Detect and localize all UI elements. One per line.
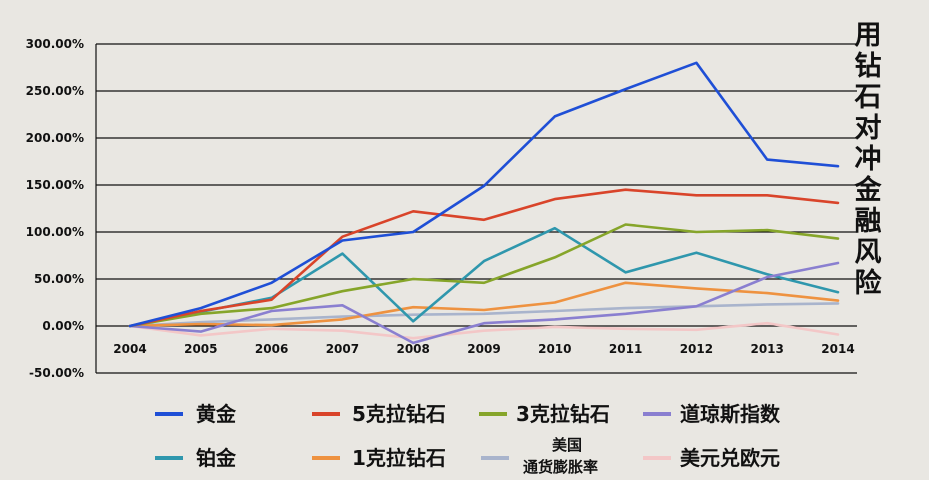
x-tick-label: 2005 <box>184 342 217 356</box>
title-char: 险 <box>855 267 883 299</box>
y-tick-label: 250.00% <box>26 84 84 98</box>
title-char: 钻 <box>855 51 882 82</box>
legend-label-us-inflation-line2: 通货膨胀率 <box>523 458 598 476</box>
x-axis-ticks: 2004 2005 2006 2007 2008 2009 2010 2011 2012 2013… <box>113 342 854 356</box>
x-tick-label: 2012 <box>680 342 713 356</box>
series-lines <box>128 61 840 345</box>
series-line <box>128 281 840 328</box>
x-tick-label: 2013 <box>750 342 783 356</box>
series-line <box>128 61 840 328</box>
legend-label-usd-eur: 美元兑欧元 <box>680 446 780 470</box>
y-tick-label: 100.00% <box>26 225 84 239</box>
legend: 黄金 5克拉钻石 3克拉钻石 道琼斯指数 铂金 1克拉钻石 美国 通货膨胀率 美… <box>155 402 781 476</box>
legend-label-dow-jones: 道琼斯指数 <box>680 402 781 426</box>
x-tick-label: 2006 <box>255 342 288 356</box>
title-char: 石 <box>854 82 882 113</box>
x-tick-label: 2007 <box>326 342 359 356</box>
y-tick-label: -50.00% <box>29 366 84 380</box>
y-tick-label: 0.00% <box>42 319 84 333</box>
x-tick-label: 2011 <box>609 342 642 356</box>
series-line <box>128 188 840 328</box>
y-tick-label: 200.00% <box>26 131 84 145</box>
y-axis-ticks: -50.00% 0.00% 50.00% 100.00% 150.00% 200.00% 2… <box>26 37 84 380</box>
title-char: 融 <box>855 206 882 237</box>
title-char: 冲 <box>855 144 882 175</box>
legend-label-gold: 黄金 <box>196 402 237 426</box>
title-char: 对 <box>855 113 882 144</box>
series-line <box>128 321 840 340</box>
series-line <box>128 261 840 345</box>
legend-label-us-inflation-line1: 美国 <box>552 436 582 454</box>
x-tick-label: 2010 <box>538 342 571 356</box>
series-line <box>128 223 840 328</box>
x-tick-label: 2004 <box>113 342 146 356</box>
series-line <box>128 302 840 328</box>
legend-label-platinum: 铂金 <box>196 446 237 470</box>
x-tick-label: 2014 <box>821 342 854 356</box>
title-char: 金 <box>854 174 883 206</box>
legend-label-1ct-diamond: 1克拉钻石 <box>352 446 446 470</box>
title-char: 风 <box>855 237 882 268</box>
legend-label-5ct-diamond: 5克拉钻石 <box>352 402 446 426</box>
y-tick-label: 50.00% <box>34 272 84 286</box>
legend-label-3ct-diamond: 3克拉钻石 <box>516 402 610 426</box>
y-tick-label: 150.00% <box>26 178 84 192</box>
x-tick-label: 2008 <box>396 342 429 356</box>
x-tick-label: 2009 <box>467 342 500 356</box>
y-tick-label: 300.00% <box>26 37 84 51</box>
title-char: 用 <box>855 20 882 51</box>
